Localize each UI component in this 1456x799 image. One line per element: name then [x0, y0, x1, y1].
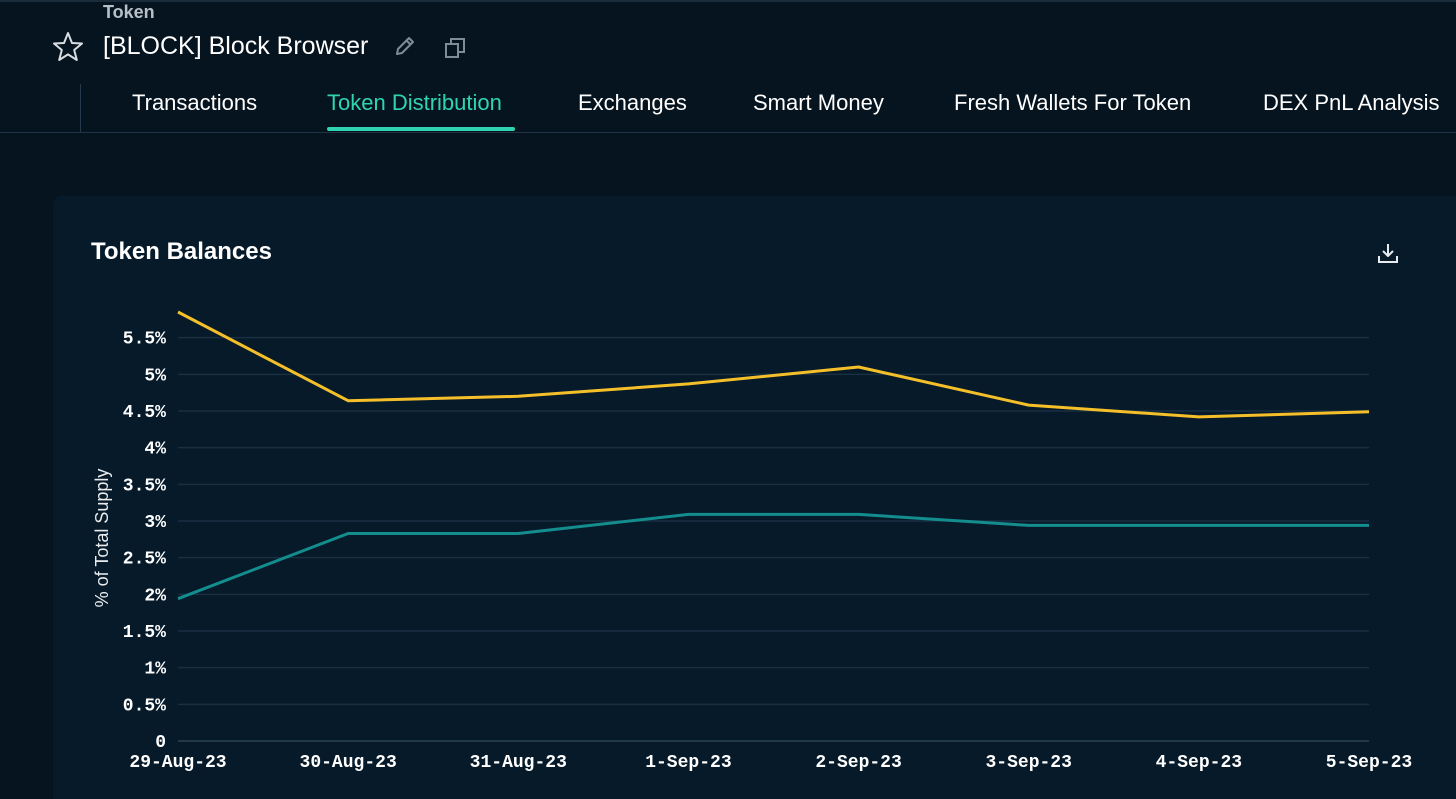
data-point[interactable]	[682, 508, 694, 520]
y-tick-label: 5.5%	[123, 330, 166, 350]
series-line-1[interactable]	[177, 512, 1369, 601]
y-tick-label: 0	[155, 733, 166, 753]
top-border	[0, 0, 1456, 2]
x-tick-label: 31-Aug-23	[470, 753, 567, 773]
data-point[interactable]	[1363, 519, 1375, 531]
y-tick-label: 1%	[144, 660, 166, 680]
tab-exchanges[interactable]: Exchanges	[578, 90, 687, 115]
x-tick-label: 29-Aug-23	[129, 753, 226, 773]
data-point[interactable]	[1023, 519, 1035, 531]
copy-icon[interactable]	[444, 37, 466, 59]
download-icon[interactable]	[1376, 241, 1400, 265]
y-axis-ticks: 0 0.5% 1% 1.5% 2% 2.5% 3% 3.5% 4% 4.5% 5% 5.5%	[123, 330, 166, 753]
y-tick-label: 4%	[144, 440, 166, 460]
tabs-separator	[80, 84, 81, 132]
x-tick-label: 2-Sep-23	[815, 753, 901, 773]
data-point[interactable]	[512, 527, 524, 539]
series-lines	[172, 306, 1375, 605]
star-icon[interactable]	[51, 30, 85, 64]
data-point[interactable]	[682, 378, 694, 390]
data-point[interactable]	[1363, 406, 1375, 418]
data-point[interactable]	[1193, 411, 1205, 423]
x-tick-label: 1-Sep-23	[645, 753, 731, 773]
data-point[interactable]	[512, 390, 524, 402]
data-point[interactable]	[853, 508, 865, 520]
data-point[interactable]	[172, 593, 184, 605]
x-tick-label: 5-Sep-23	[1326, 753, 1412, 773]
y-tick-label: 3%	[144, 513, 166, 533]
section-label: Token	[103, 2, 155, 22]
data-point[interactable]	[853, 361, 865, 373]
y-tick-label: 1.5%	[123, 623, 166, 643]
data-point[interactable]	[342, 527, 354, 539]
y-tick-label: 0.5%	[123, 696, 166, 716]
data-point[interactable]	[172, 306, 184, 318]
pencil-icon[interactable]	[393, 34, 417, 58]
data-point[interactable]	[1193, 519, 1205, 531]
page-title: [BLOCK] Block Browser	[103, 32, 369, 60]
x-axis-ticks: 29-Aug-23 30-Aug-23 31-Aug-23 1-Sep-23 2-Sep…	[129, 753, 1412, 773]
active-tab-indicator	[327, 127, 515, 131]
grid-lines	[178, 336, 1369, 742]
x-tick-label: 30-Aug-23	[300, 753, 397, 773]
tab-transactions[interactable]: Transactions	[132, 90, 258, 115]
tabs-divider	[0, 132, 1456, 133]
tab-token-distribution[interactable]: Token Distribution	[327, 90, 502, 115]
tab-dex-pnl-analysis[interactable]: DEX PnL Analysis	[1263, 90, 1440, 115]
tab-fresh-wallets-for-token[interactable]: Fresh Wallets For Token	[954, 90, 1192, 115]
y-tick-label: 5%	[144, 366, 166, 386]
token-balances-card	[53, 196, 1456, 799]
y-tick-label: 2%	[144, 586, 166, 606]
y-axis-label: % of Total Supply	[92, 469, 112, 608]
data-point[interactable]	[342, 395, 354, 407]
y-tick-label: 2.5%	[123, 550, 166, 570]
series-line-0[interactable]	[177, 310, 1370, 419]
y-tick-label: 3.5%	[123, 476, 166, 496]
card-title: Token Balances	[91, 238, 272, 265]
x-tick-label: 3-Sep-23	[986, 753, 1072, 773]
y-tick-label: 4.5%	[123, 403, 166, 423]
x-tick-label: 4-Sep-23	[1156, 753, 1242, 773]
data-point[interactable]	[1023, 399, 1035, 411]
tab-smart-money[interactable]: Smart Money	[753, 90, 884, 115]
